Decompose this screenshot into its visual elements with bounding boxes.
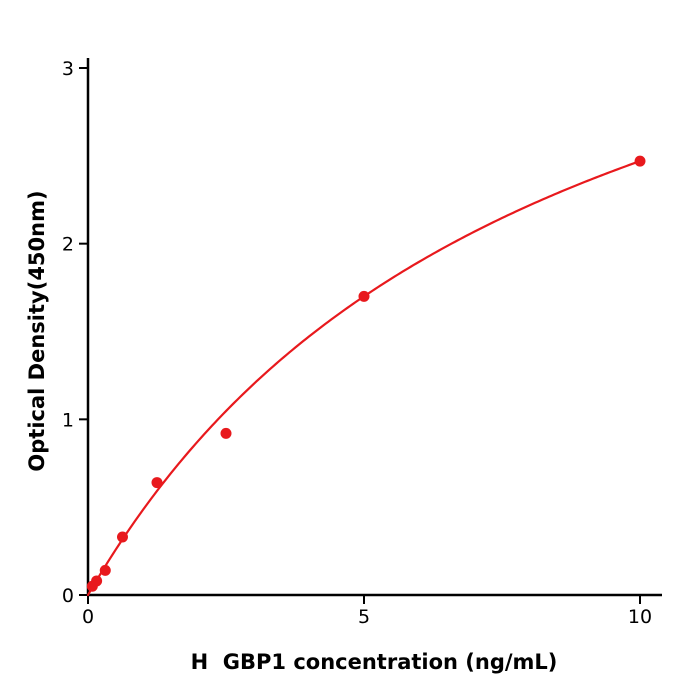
x-axis-title: H GBP1 concentration (ng/mL) <box>191 650 558 674</box>
points-layer <box>86 155 646 592</box>
data-point <box>117 531 128 543</box>
fit-curve <box>86 160 642 597</box>
curve-layer <box>86 160 642 597</box>
y-tick-label: 0 <box>62 585 74 607</box>
y-tick-label: 1 <box>62 409 74 431</box>
data-point <box>220 427 232 439</box>
data-point <box>99 564 111 576</box>
y-tick-label: 2 <box>62 234 74 256</box>
x-tick-label: 10 <box>628 606 652 628</box>
y-axis-title: Optical Density(450nm) <box>25 190 49 471</box>
axes-layer <box>86 58 662 597</box>
data-point <box>358 290 370 302</box>
data-point <box>634 155 646 167</box>
x-tick-label: 5 <box>358 606 370 628</box>
x-tick-label: 0 <box>82 606 94 628</box>
data-point <box>151 477 163 489</box>
ticks-layer: 0 5 10 0 1 2 3 <box>62 58 652 628</box>
y-tick-label: 3 <box>62 58 74 80</box>
data-point <box>91 575 103 587</box>
